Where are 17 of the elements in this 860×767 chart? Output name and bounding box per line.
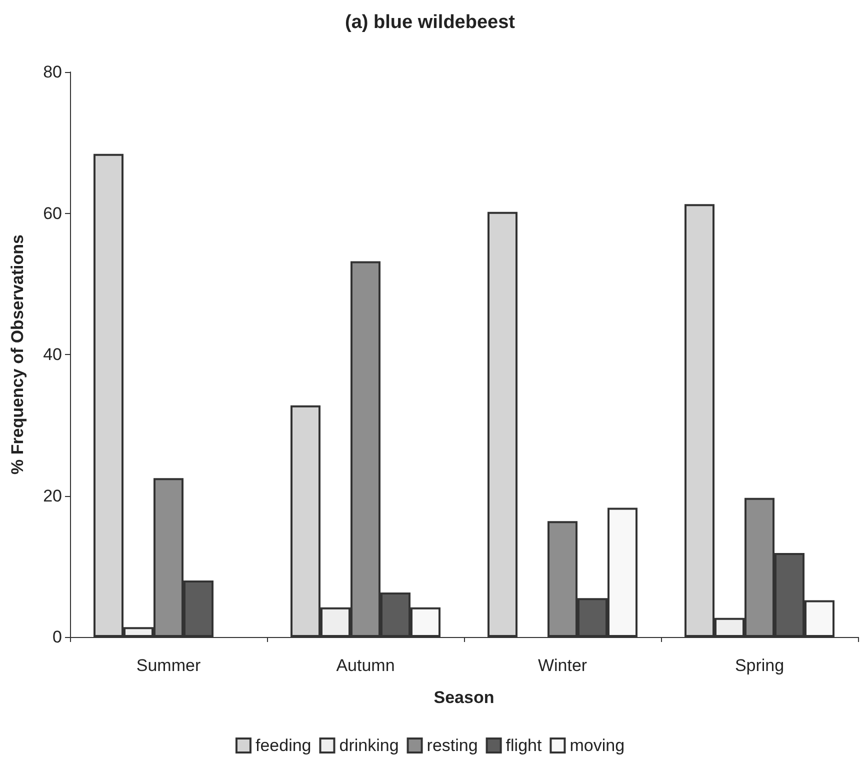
chart-title: (a) blue wildebeest xyxy=(345,12,516,33)
legend-label: feeding xyxy=(255,736,312,755)
y-tick-label: 60 xyxy=(43,204,62,223)
x-tick-label: Spring xyxy=(734,656,784,675)
x-tick-label: Summer xyxy=(136,656,201,675)
legend-label: flight xyxy=(506,736,542,755)
x-axis-title: Season xyxy=(434,688,494,707)
x-tick-label: Autumn xyxy=(336,656,395,675)
y-tick-label: 40 xyxy=(43,345,62,364)
legend-label: drinking xyxy=(339,736,399,755)
y-tick-label: 20 xyxy=(43,486,62,506)
legend-label: moving xyxy=(570,736,625,755)
y-axis-title: % Frequency of Observations xyxy=(8,234,27,474)
x-tick-label: Winter xyxy=(538,656,588,675)
y-tick-label: 0 xyxy=(52,628,62,646)
legend-label: resting xyxy=(426,736,478,755)
y-tick-label: 80 xyxy=(43,62,62,82)
